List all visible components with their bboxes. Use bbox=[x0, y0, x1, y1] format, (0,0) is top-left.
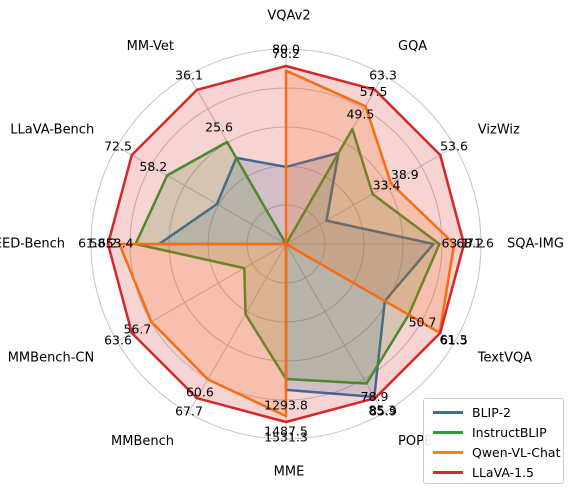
legend-label-blip2: BLIP-2 bbox=[472, 404, 511, 420]
axis-label-seed-bench: SEED-Bench bbox=[0, 237, 65, 252]
data-labels: 85.31293.849.533.463.150.778.953.458.225… bbox=[78, 42, 494, 445]
data-label-instructblip-sqa-img: 63.1 bbox=[441, 236, 469, 251]
axis-spoke-vizwiz bbox=[285, 146, 456, 245]
data-label-llava-1-5-mmbench: 67.7 bbox=[175, 404, 203, 419]
data-label-instructblip-seed-bench: 53.4 bbox=[106, 236, 134, 251]
radar-series bbox=[106, 64, 466, 424]
data-label-qwen-vl-chat-sqa-img: 68.2 bbox=[456, 236, 484, 251]
data-label-instructblip-vizwiz: 33.4 bbox=[373, 178, 401, 193]
data-label-qwen-vl-chat-mme: 1487.5 bbox=[264, 424, 308, 439]
data-label-instructblip-mm-vet: 25.6 bbox=[205, 120, 233, 135]
axis-labels: VQAv2GQAVizWizSQA-IMGTextVQAPOPEMMEMMBen… bbox=[0, 9, 564, 480]
legend-swatch-instructblip bbox=[433, 430, 463, 434]
data-label-qwen-vl-chat-mmbench-cn: 56.7 bbox=[123, 321, 151, 336]
data-label-llava-1-5-pope: 85.9 bbox=[369, 404, 397, 419]
data-label-qwen-vl-chat-textvqa: 61.3 bbox=[439, 332, 467, 347]
data-label-qwen-vl-chat-vqav2: 78.2 bbox=[272, 46, 300, 61]
data-label-qwen-vl-chat-vizwiz: 38.9 bbox=[391, 167, 419, 182]
axis-spoke-mmbench-cn bbox=[116, 243, 287, 342]
axis-spoke-mmbench bbox=[188, 243, 287, 414]
axis-label-llava-bench: LLaVA-Bench bbox=[10, 123, 94, 138]
axis-spoke-pope bbox=[285, 243, 384, 414]
data-label-llava-1-5-textvqa: 61.5 bbox=[440, 333, 468, 348]
legend-swatch-blip2 bbox=[433, 410, 463, 414]
data-label-llava-1-5-mme: 1531.3 bbox=[264, 430, 308, 445]
series-qwen-vl-chat bbox=[118, 69, 456, 418]
data-label-qwen-vl-chat-seed-bench: 58.2 bbox=[89, 236, 117, 251]
axis-label-vizwiz: VizWiz bbox=[478, 123, 520, 138]
data-label-blip-2-pope: 85.3 bbox=[368, 402, 396, 417]
legend-item-llava15: LLaVA-1.5 bbox=[433, 462, 534, 482]
data-label-llava-1-5-vqav2: 80.0 bbox=[272, 42, 300, 57]
legend-label-llava15: LLaVA-1.5 bbox=[472, 464, 535, 480]
data-label-instructblip-textvqa: 50.7 bbox=[409, 314, 437, 329]
axis-label-mmbench: MMBench bbox=[111, 434, 174, 449]
axis-label-sqa-img: SQA-IMG bbox=[507, 237, 564, 252]
axis-label-gqa: GQA bbox=[398, 39, 427, 54]
data-label-llava-1-5-seed-bench: 61.6 bbox=[78, 236, 106, 251]
axis-label-vqav2: VQAv2 bbox=[267, 9, 310, 24]
axis-label-mme: MME bbox=[274, 465, 305, 480]
data-label-instructblip-llava-bench: 58.2 bbox=[139, 159, 167, 174]
legend-swatch-qwen-vl-chat bbox=[433, 450, 463, 454]
data-label-llava-1-5-vizwiz: 53.6 bbox=[440, 139, 468, 154]
legend: BLIP-2 InstructBLIP Qwen-VL-Chat LLaVA-1… bbox=[423, 398, 564, 484]
series-llava-1-5 bbox=[106, 64, 466, 424]
data-label-llava-1-5-sqa-img: 71.6 bbox=[466, 236, 494, 251]
axis-label-mmbench-cn: MMBench-CN bbox=[8, 351, 94, 366]
data-label-qwen-vl-chat-mmbench: 60.6 bbox=[186, 385, 214, 400]
series-blip-2 bbox=[157, 151, 435, 399]
data-label-llava-1-5-mmbench-cn: 63.6 bbox=[104, 333, 132, 348]
legend-item-blip2: BLIP-2 bbox=[433, 402, 511, 422]
legend-label-instructblip: InstructBLIP bbox=[472, 424, 547, 440]
axis-label-mm-vet: MM-Vet bbox=[127, 39, 174, 54]
legend-label-qwen-vl-chat: Qwen-VL-Chat bbox=[472, 444, 561, 460]
data-label-blip-2-mme: 1293.8 bbox=[264, 397, 308, 412]
axis-label-textvqa: TextVQA bbox=[477, 351, 532, 366]
data-label-qwen-vl-chat-gqa: 57.5 bbox=[360, 84, 388, 99]
data-label-llava-1-5-llava-bench: 72.5 bbox=[104, 139, 132, 154]
data-label-instructblip-gqa: 49.5 bbox=[346, 107, 374, 122]
data-label-instructblip-pope: 78.9 bbox=[361, 389, 389, 404]
data-label-llava-1-5-gqa: 63.3 bbox=[369, 68, 397, 83]
legend-item-instructblip: InstructBLIP bbox=[433, 422, 547, 442]
legend-swatch-llava15 bbox=[433, 470, 463, 474]
axis-spoke-llava-bench bbox=[116, 146, 287, 245]
data-label-llava-1-5-mm-vet: 36.1 bbox=[175, 68, 203, 83]
legend-item-qwen-vl-chat: Qwen-VL-Chat bbox=[433, 442, 560, 462]
